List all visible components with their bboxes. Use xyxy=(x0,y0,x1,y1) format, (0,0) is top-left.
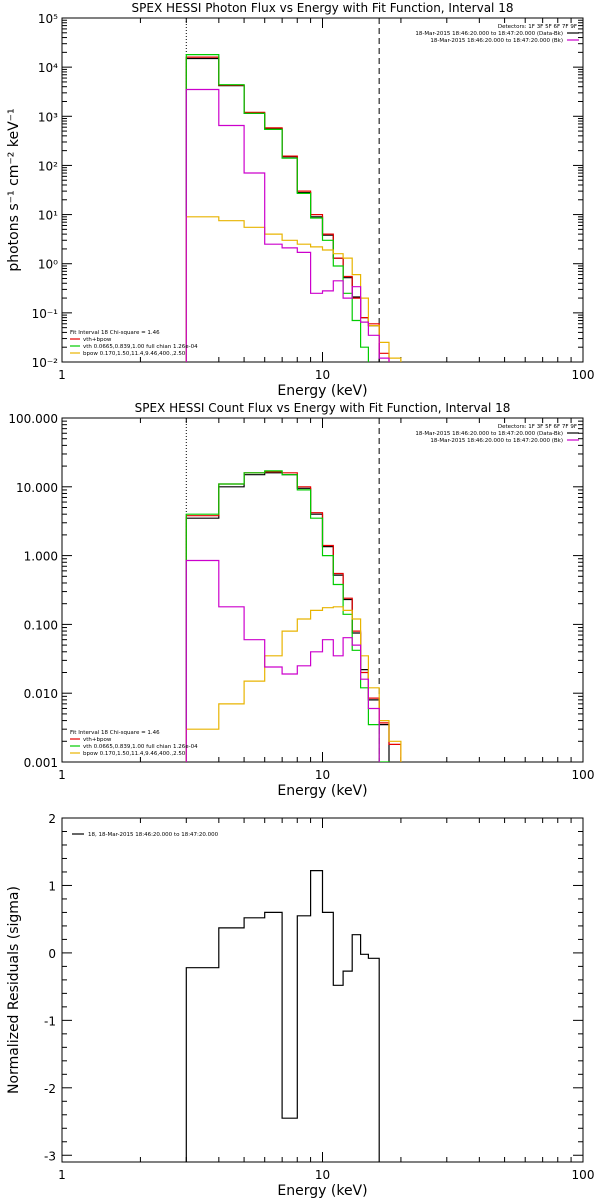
legend-label: Fit Interval 18 Chi-square = 1.46 xyxy=(70,330,160,336)
x-tick-label: 100 xyxy=(572,768,595,782)
series-line-data xyxy=(185,57,380,362)
x-tick-label: 1 xyxy=(58,368,66,382)
y-tick-label: 100.000 xyxy=(8,412,58,426)
series-line-vth xyxy=(185,54,369,362)
x-tick-label: 10 xyxy=(315,368,330,382)
series-group xyxy=(185,870,380,1162)
y-tick-label: -2 xyxy=(44,1082,56,1096)
y-tick-label: 0.100 xyxy=(24,618,58,632)
legend-label: 18, 18-Mar-2015 18:46:20.000 to 18:47:20… xyxy=(88,832,219,838)
y-tick-label: 0.010 xyxy=(24,687,58,701)
plot-frame xyxy=(61,817,584,1163)
y-tick-label: 1.000 xyxy=(24,550,58,564)
x-tick-label: 100 xyxy=(572,1168,595,1182)
y-axis-label: Normalized Residuals (sigma) xyxy=(6,886,22,1094)
y-tick-label: 10¹ xyxy=(38,209,58,223)
y-tick-label: -1 xyxy=(44,1014,56,1028)
x-tick-label: 10 xyxy=(315,768,330,782)
legend-label: vth 0.0665,0.839,1.00 full chian 1.26e-0… xyxy=(83,744,198,750)
series-group xyxy=(185,470,402,762)
legend-label: Fit Interval 18 Chi-square = 1.46 xyxy=(70,730,160,736)
photon-flux-panel: SPEX HESSI Photon Flux vs Energy with Fi… xyxy=(6,1,594,399)
y-axis-label: photons s⁻¹ cm⁻² keV⁻¹ xyxy=(6,108,22,271)
x-axis-label: Energy (keV) xyxy=(277,383,367,399)
y-tick-label: 10.000 xyxy=(16,481,58,495)
x-axis-label: Energy (keV) xyxy=(277,1183,367,1199)
legend-label: bpow 0.170,1.50,11.4,9.46,400.,2.50 xyxy=(83,751,186,757)
plot-frame xyxy=(61,17,584,363)
y-tick-label: 10³ xyxy=(38,110,58,124)
chart-title: SPEX HESSI Photon Flux vs Energy with Fi… xyxy=(132,1,514,15)
header-line: 18-Mar-2015 18:46:20.000 to 18:47:20.000… xyxy=(430,38,563,44)
header-line: 18-Mar-2015 18:46:20.000 to 18:47:20.000… xyxy=(415,31,563,37)
chart-title: SPEX HESSI Count Flux vs Energy with Fit… xyxy=(135,401,511,415)
x-axis-label: Energy (keV) xyxy=(277,783,367,799)
header-line: Detectors: 1F 3F 5F 6F 7F 9F xyxy=(498,24,577,30)
legend: Fit Interval 18 Chi-square = 1.46vth+bpo… xyxy=(70,730,198,757)
legend-label: bpow 0.170,1.50,11.4,9.46,400.,2.50 xyxy=(83,351,186,357)
series-line-secondary xyxy=(185,559,380,762)
y-tick-label: 10² xyxy=(38,159,58,173)
y-tick-label: 10⁻¹ xyxy=(32,307,59,321)
header-line: 18-Mar-2015 18:46:20.000 to 18:47:20.000… xyxy=(415,431,563,437)
legend-label: vth 0.0665,0.839,1.00 full chian 1.26e-0… xyxy=(83,344,198,350)
series-line-secondary xyxy=(185,88,390,362)
x-tick-label: 10 xyxy=(315,1168,330,1182)
y-tick-label: -3 xyxy=(44,1149,56,1163)
legend-label: vth+bpow xyxy=(83,337,112,343)
y-tick-label: 2 xyxy=(48,812,56,826)
series-line-data xyxy=(185,472,390,762)
plot-frame xyxy=(61,417,584,763)
y-tick-label: 1 xyxy=(48,879,56,893)
header-line: 18-Mar-2015 18:46:20.000 to 18:47:20.000… xyxy=(430,438,563,444)
y-tick-label: 10⁰ xyxy=(38,258,58,272)
y-tick-label: 10⁴ xyxy=(38,61,58,75)
y-tick-label: 0 xyxy=(48,947,56,961)
y-tick-label: 10⁻² xyxy=(32,356,59,370)
legend: Fit Interval 18 Chi-square = 1.46vth+bpo… xyxy=(70,330,198,357)
legend: 18, 18-Mar-2015 18:46:20.000 to 18:47:20… xyxy=(72,832,219,838)
header-line: Detectors: 1F 3F 5F 6F 7F 9F xyxy=(498,424,577,430)
series-group xyxy=(185,54,402,362)
x-tick-label: 100 xyxy=(572,368,595,382)
series-line-bpow xyxy=(185,606,402,762)
legend-label: vth+bpow xyxy=(83,737,112,743)
residuals-panel: 1 10 100 Energy (keV) -3 -2 -1 0 1 2 Normalized Re… xyxy=(6,812,594,1199)
x-tick-label: 1 xyxy=(58,1168,66,1182)
y-tick-label: 10⁵ xyxy=(38,12,58,26)
x-tick-label: 1 xyxy=(58,768,66,782)
series-line-bpow xyxy=(185,216,402,362)
y-tick-label: 0.001 xyxy=(24,756,58,770)
count-flux-panel: SPEX HESSI Count Flux vs Energy with Fit… xyxy=(8,401,594,799)
series-line-data xyxy=(185,870,380,1162)
